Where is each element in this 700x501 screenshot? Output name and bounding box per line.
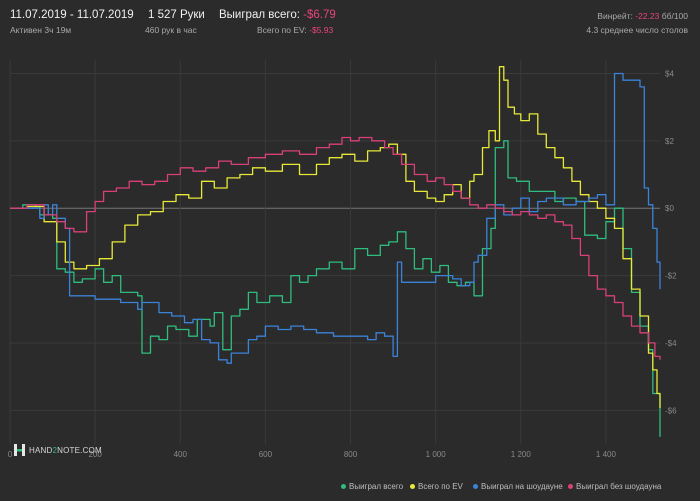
x-tick-label: 600	[259, 450, 273, 459]
legend-label-showdown: Выиграл на шоудауне	[481, 482, 563, 491]
y-tick-label: $2	[665, 137, 674, 146]
legend-dot-nonshowdown	[568, 484, 573, 489]
winrate-value: -22.23	[635, 11, 660, 21]
series-line-nonshowdown	[10, 136, 661, 360]
ev-total: Всего по EV: -$5.93	[257, 25, 333, 35]
won-total: Выиграл всего: -$6.79	[219, 9, 336, 21]
legend-dot-ev	[410, 484, 415, 489]
x-tick-label: 0	[8, 450, 13, 459]
hand2note-logo: HAND2NOTE.COM	[14, 444, 102, 456]
x-tick-label: 1 000	[426, 450, 447, 459]
active-time: Активен 3ч 19м	[10, 25, 72, 35]
y-tick-label: -$2	[665, 272, 677, 281]
legend-label-won: Выиграл всего	[349, 482, 404, 491]
won-total-value: -$6.79	[303, 9, 336, 21]
legend-label-nonshowdown: Выиграл без шоудауна	[576, 482, 662, 491]
x-tick-label: 800	[344, 450, 358, 459]
chart-legend: Выиграл всего Всего по EV Выиграл на шоу…	[0, 482, 700, 496]
series-line-won	[10, 140, 661, 437]
avg-tables: 4.3 среднее число столов	[586, 25, 688, 35]
y-tick-label: $0	[665, 204, 674, 213]
winrate-unit: бб/100	[661, 11, 688, 21]
hands-count: 1 527 Руки	[148, 9, 205, 21]
legend-dot-won	[341, 484, 346, 489]
x-tick-label: 1 400	[596, 450, 617, 459]
bankroll-chart: $4 $2 $0 -$2 -$4 -$6 0 200 400 600 800 1 000 1 200 1 …	[8, 60, 677, 459]
stats-header: 11.07.2019 - 11.07.2019 Активен 3ч 19м 1…	[0, 0, 700, 44]
ev-total-value: -$5.93	[309, 25, 334, 35]
ev-total-label: Всего по EV:	[257, 25, 307, 35]
hands-per-hour: 460 рук в час	[145, 25, 197, 35]
legend-item-nonshowdown[interactable]: Выиграл без шоудауна	[568, 482, 661, 491]
legend-item-showdown[interactable]: Выиграл на шоудауне	[473, 482, 563, 491]
y-tick-label: -$4	[665, 339, 677, 348]
x-tick-label: 200	[88, 450, 102, 459]
hand2note-logo-icon	[14, 444, 25, 456]
legend-dot-showdown	[473, 484, 478, 489]
winrate: Винрейт: -22.23 бб/100	[597, 11, 688, 21]
y-tick-label: $4	[665, 69, 674, 78]
winrate-label: Винрейт:	[597, 11, 633, 21]
series-line-showdown	[10, 72, 661, 364]
legend-item-won[interactable]: Выиграл всего	[341, 482, 403, 491]
won-total-label: Выиграл всего:	[219, 9, 300, 21]
x-tick-label: 1 200	[511, 450, 532, 459]
date-range: 11.07.2019 - 11.07.2019	[10, 9, 134, 21]
series-line-ev	[10, 66, 661, 408]
x-tick-label: 400	[174, 450, 188, 459]
legend-item-ev[interactable]: Всего по EV	[410, 482, 463, 491]
y-tick-label: -$6	[665, 406, 677, 415]
hand2note-logo-text: HAND2NOTE.COM	[29, 445, 102, 455]
legend-label-ev: Всего по EV	[418, 482, 463, 491]
